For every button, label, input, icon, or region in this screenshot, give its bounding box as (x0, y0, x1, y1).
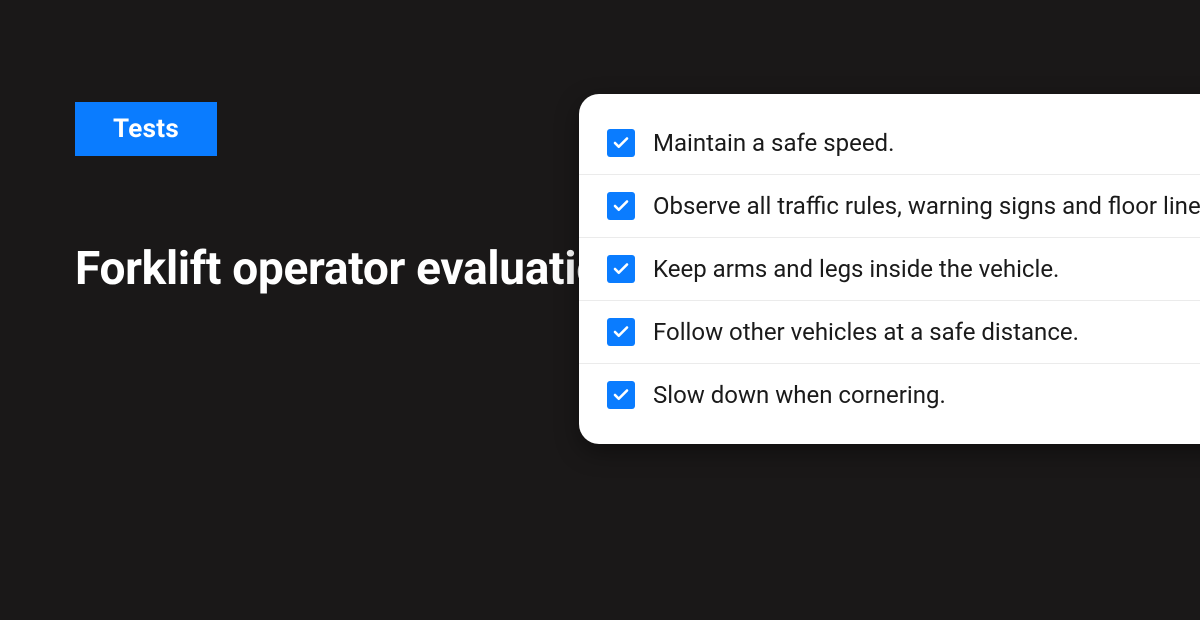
checkmark-icon (612, 323, 630, 341)
category-badge: Tests (75, 102, 217, 156)
checkbox[interactable] (607, 255, 635, 283)
checkbox[interactable] (607, 318, 635, 346)
checklist-item: Follow other vehicles at a safe distance… (579, 301, 1200, 364)
checklist-item-label: Slow down when cornering. (653, 381, 946, 409)
checkmark-icon (612, 260, 630, 278)
checklist-item-label: Keep arms and legs inside the vehicle. (653, 255, 1059, 283)
checkbox[interactable] (607, 381, 635, 409)
checklist-item-label: Maintain a safe speed. (653, 129, 894, 157)
checklist-item: Keep arms and legs inside the vehicle. (579, 238, 1200, 301)
checklist-item: Slow down when cornering. (579, 364, 1200, 426)
checkmark-icon (612, 386, 630, 404)
checklist-item-label: Follow other vehicles at a safe distance… (653, 318, 1079, 346)
checkmark-icon (612, 134, 630, 152)
checklist-item: Maintain a safe speed. (579, 112, 1200, 175)
checkmark-icon (612, 197, 630, 215)
checklist-card: Maintain a safe speed. Observe all traff… (579, 94, 1200, 444)
badge-label: Tests (113, 114, 179, 144)
checkbox[interactable] (607, 192, 635, 220)
checklist-item: Observe all traffic rules, warning signs… (579, 175, 1200, 238)
checkbox[interactable] (607, 129, 635, 157)
checklist-item-label: Observe all traffic rules, warning signs… (653, 192, 1200, 220)
